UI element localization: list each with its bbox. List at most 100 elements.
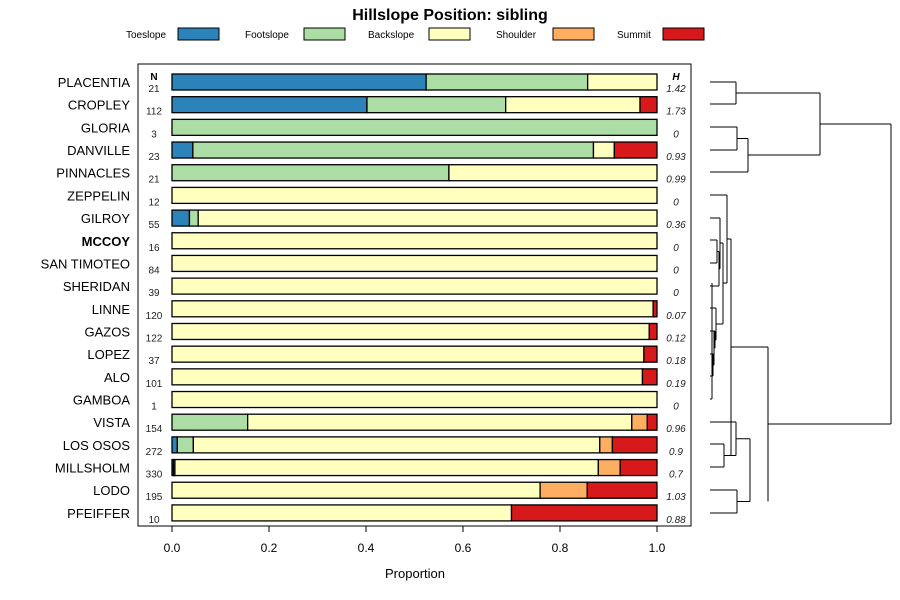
row-alo: ALO 101 0.19 <box>104 368 686 390</box>
row-label: SAN TIMOTEO <box>41 256 130 271</box>
legend-swatch-summit <box>662 27 705 41</box>
row-label: GILROY <box>81 211 130 226</box>
row-sheridan: SHERIDAN 39 0 <box>63 277 679 299</box>
bar-segment-summit <box>510 504 658 522</box>
row-n: 10 <box>148 515 160 526</box>
row-h: 0 <box>673 402 679 413</box>
legend-swatch-toeslope <box>177 27 220 41</box>
row-label: LOS OSOS <box>63 438 131 453</box>
row-millsholm: MILLSHOLM 330 0.7 <box>55 458 683 481</box>
row-pfeiffer: PFEIFFER 10 0.88 <box>67 504 686 526</box>
row-zeppelin: ZEPPELIN 12 0 <box>67 186 679 208</box>
row-lopez: LOPEZ 37 0.18 <box>87 345 686 367</box>
row-label: SHERIDAN <box>63 279 130 294</box>
bar-segment-summit <box>652 300 658 318</box>
row-h: 0.7 <box>669 470 683 481</box>
row-h: 0.07 <box>666 311 686 322</box>
x-tick-label: 0.4 <box>358 541 375 555</box>
legend: Toeslope Footslope Backslope Shoulder Summit <box>126 27 705 41</box>
bar-segment-backslope <box>592 141 615 159</box>
row-h: 1.73 <box>666 107 686 118</box>
row-label: LODO <box>93 483 130 498</box>
x-tick-label: 0.0 <box>164 541 181 555</box>
row-h: 0 <box>673 197 679 208</box>
row-h: 0.12 <box>666 333 686 344</box>
row-gilroy: GILROY 55 0.36 <box>81 209 686 231</box>
row-h: 0 <box>673 288 679 299</box>
bar-segment-summit <box>639 96 658 114</box>
bar-segment-footslope <box>176 436 194 454</box>
row-n: 55 <box>148 220 160 231</box>
bar-segment-footslope <box>188 209 199 227</box>
bar-segment-toeslope <box>171 96 368 114</box>
bar-segment-shoulder <box>631 413 648 431</box>
row-label: DANVILLE <box>67 143 130 158</box>
legend-label-shoulder: Shoulder <box>496 30 537 41</box>
row-label: GLORIA <box>81 120 130 135</box>
row-lodo: LODO 195 1.03 <box>93 481 686 503</box>
row-n: 122 <box>146 333 163 344</box>
bar-segment-shoulder <box>539 481 588 499</box>
row-label: PFEIFFER <box>67 506 130 521</box>
legend-label-footslope: Footslope <box>245 30 289 41</box>
row-h: 1.42 <box>666 84 686 95</box>
row-n: 1 <box>151 402 157 413</box>
bar-segment-backslope <box>586 73 658 91</box>
row-label: ALO <box>104 370 130 385</box>
bar-segment-summit <box>611 436 658 454</box>
bar-segment-backslope <box>171 504 513 522</box>
bar-segment-backslope <box>197 209 658 227</box>
row-label: LOPEZ <box>87 347 130 362</box>
bar-segment-backslope <box>171 390 658 409</box>
row-danville: DANVILLE 23 0.93 <box>67 141 686 163</box>
row-mccoy: MCCOY 16 0 <box>82 232 679 254</box>
bar-segment-backslope <box>174 458 599 477</box>
x-tick-label: 0.8 <box>552 541 569 555</box>
bar-segment-footslope <box>171 413 249 431</box>
row-pinnacles: PINNACLES 21 0.99 <box>56 164 686 186</box>
row-h: 0.19 <box>666 379 686 390</box>
row-label: CROPLEY <box>68 98 130 113</box>
bar-segment-backslope <box>171 300 654 318</box>
row-h: 0.9 <box>669 447 683 458</box>
row-gamboa: GAMBOA 1 0 <box>73 390 679 413</box>
row-label: ZEPPELIN <box>67 188 130 203</box>
bar-segment-backslope <box>171 322 650 341</box>
row-cropley: CROPLEY 112 1.73 <box>68 96 686 118</box>
row-h: 0.93 <box>666 152 686 163</box>
row-label: MCCOY <box>82 234 131 249</box>
bar-segment-toeslope <box>171 73 427 91</box>
row-n: 195 <box>146 492 163 503</box>
row-los-osos: LOS OSOS 272 0.9 <box>63 436 683 458</box>
row-h: 0.96 <box>666 424 686 435</box>
plot-panel: N H <box>137 63 692 527</box>
bar-segment-summit <box>648 322 658 341</box>
bar-segment-toeslope <box>171 436 178 454</box>
bar-segment-backslope <box>247 413 633 431</box>
bar-segment-footslope <box>425 73 589 91</box>
row-h: 0 <box>673 129 679 140</box>
bar-segment-footslope <box>366 96 507 114</box>
row-n: 112 <box>146 107 162 118</box>
legend-label-backslope: Backslope <box>368 30 415 41</box>
row-linne: LINNE 120 0.07 <box>92 300 686 322</box>
row-h: 0.88 <box>666 515 686 526</box>
row-placentia: PLACENTIA 21 1.42 <box>58 73 686 95</box>
row-n: 23 <box>148 152 160 163</box>
x-tick-label: 0.2 <box>261 541 278 555</box>
row-n: 330 <box>146 470 163 481</box>
bar-segment-shoulder <box>597 458 621 477</box>
row-gazos: GAZOS 122 0.12 <box>84 322 686 344</box>
row-n: 12 <box>148 197 160 208</box>
bar-segment-summit <box>641 368 658 386</box>
bar-segment-toeslope <box>171 141 194 159</box>
legend-label-summit: Summit <box>617 30 651 41</box>
bar-segment-backslope <box>171 186 658 205</box>
row-label: PINNACLES <box>56 166 130 181</box>
dendrogram <box>710 81 892 514</box>
bar-segment-backslope <box>171 368 644 386</box>
row-san-timoteo: SAN TIMOTEO 84 0 <box>41 254 679 276</box>
bar-segment-summit <box>586 481 658 499</box>
row-h: 0.99 <box>666 175 686 186</box>
